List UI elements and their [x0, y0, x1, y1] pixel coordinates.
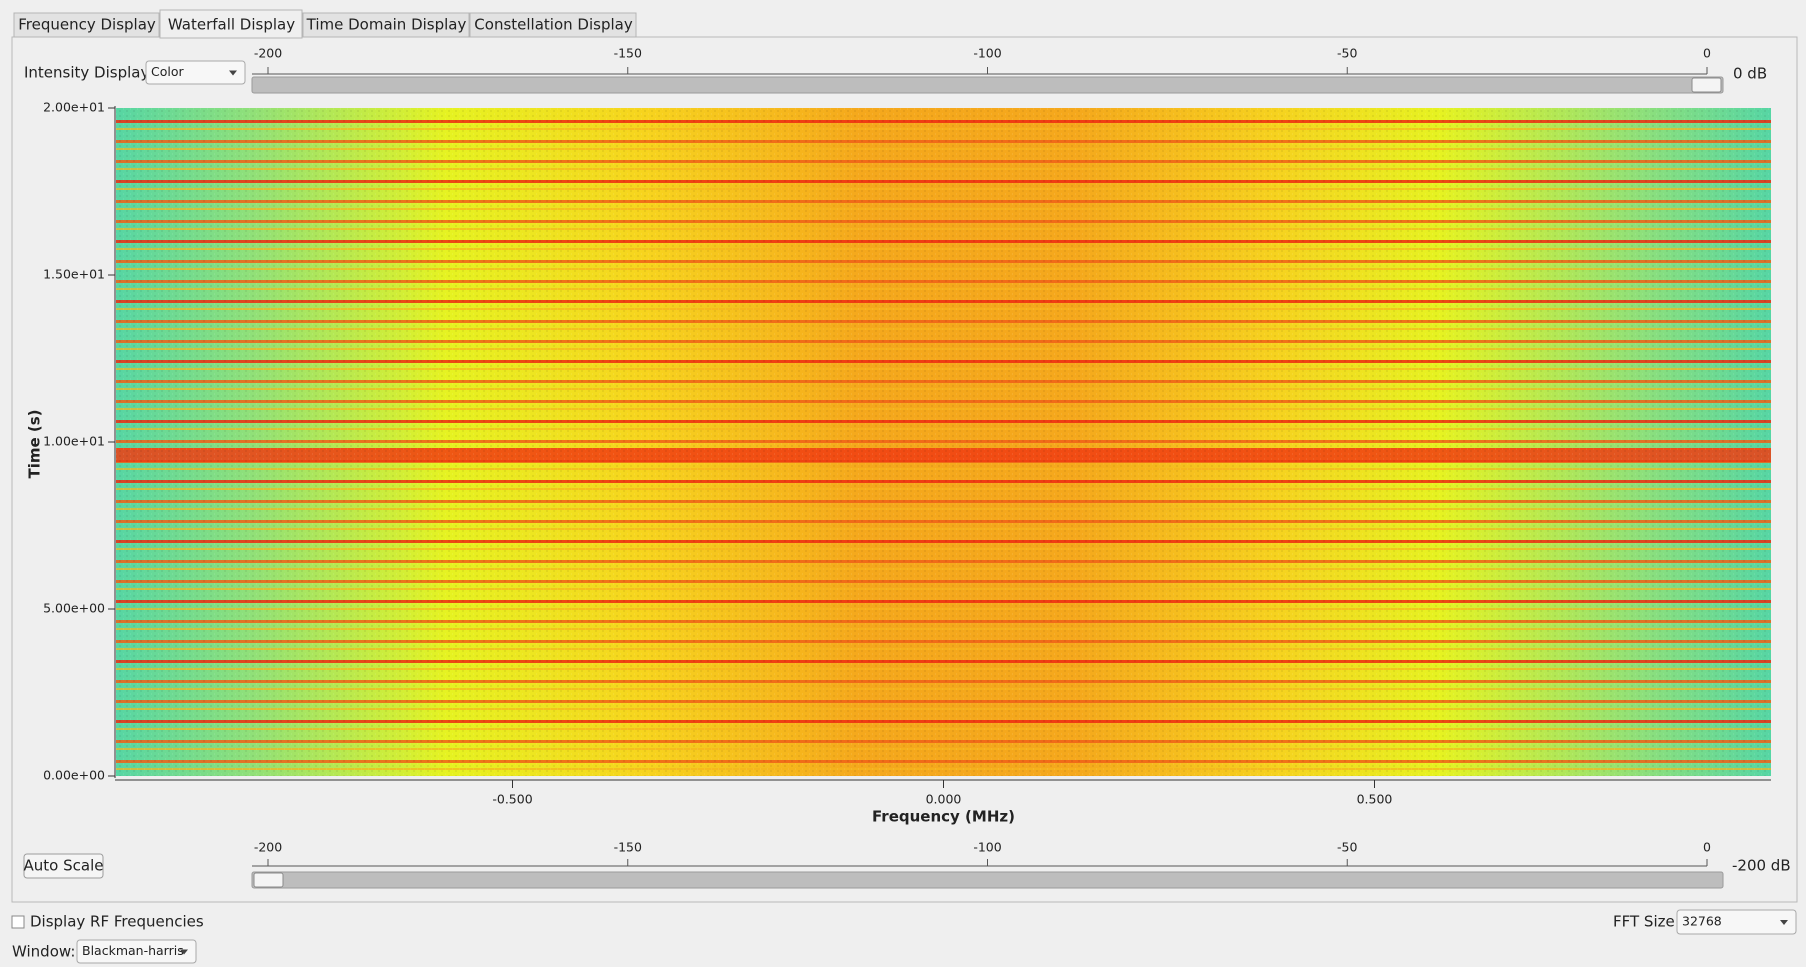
combobox[interactable] — [1676, 909, 1797, 935]
y-axis-label: Time (s) — [26, 409, 44, 478]
y-tick-label: 2.00e+01 — [43, 100, 105, 115]
x-tick-label: -0.500 — [492, 792, 532, 807]
scale-label: -100 — [973, 46, 1001, 61]
y-tick-label: 1.00e+01 — [43, 434, 105, 449]
tab[interactable] — [159, 9, 303, 39]
y-tick-label: 0.00e+00 — [43, 768, 105, 783]
tab[interactable] — [302, 12, 470, 38]
tab[interactable] — [469, 12, 637, 38]
dropdown-arrow — [1780, 920, 1788, 925]
combobox[interactable] — [145, 60, 246, 85]
tab-label: Frequency Display — [18, 16, 156, 34]
slider-handle[interactable] — [253, 872, 284, 888]
scale-label: -150 — [614, 46, 642, 61]
y-tick-label: 1.50e+01 — [43, 267, 105, 282]
combobox-value: 32768 — [1682, 914, 1722, 929]
slider-groove[interactable] — [251, 76, 1724, 94]
x-tick-label: 0.500 — [1357, 792, 1393, 807]
combobox[interactable] — [76, 939, 197, 964]
tab-label: Time Domain Display — [306, 16, 467, 34]
window-label: Window: — [12, 943, 75, 961]
scale-label: -200 — [254, 840, 282, 855]
rf-checkbox-label: Display RF Frequencies — [30, 913, 204, 931]
x-tick-label: 0.000 — [926, 792, 962, 807]
tab-label: Constellation Display — [474, 16, 633, 34]
combobox-value: Color — [151, 64, 184, 79]
waterfall-noise — [116, 108, 1771, 776]
slider-groove[interactable] — [251, 871, 1724, 889]
scale-label: -50 — [1337, 840, 1357, 855]
scale-label: -200 — [254, 46, 282, 61]
tab[interactable] — [13, 12, 160, 38]
x-axis-label: Frequency (MHz) — [872, 808, 1015, 826]
scale-label: -100 — [973, 840, 1001, 855]
tab-label: Waterfall Display — [168, 16, 295, 34]
slider-value-label: -200 dB — [1732, 857, 1791, 875]
intensity-label: Intensity Display: — [24, 64, 153, 82]
scale-label: -50 — [1337, 46, 1357, 61]
auto-scale-button[interactable] — [23, 853, 104, 879]
combobox-value: Blackman-harris — [82, 943, 184, 958]
slider-handle[interactable] — [1691, 77, 1722, 93]
scale-label: -150 — [614, 840, 642, 855]
dropdown-arrow — [180, 949, 188, 955]
auto-scale-label: Auto Scale — [24, 857, 104, 875]
dropdown-arrow — [229, 70, 237, 76]
rf-checkbox[interactable] — [11, 915, 25, 929]
fft-label: FFT Size: — [1613, 913, 1680, 931]
slider-value-label: 0 dB — [1733, 65, 1767, 83]
scale-label: 0 — [1703, 46, 1711, 61]
y-tick-label: 5.00e+00 — [43, 601, 105, 616]
scale-label: 0 — [1703, 840, 1711, 855]
